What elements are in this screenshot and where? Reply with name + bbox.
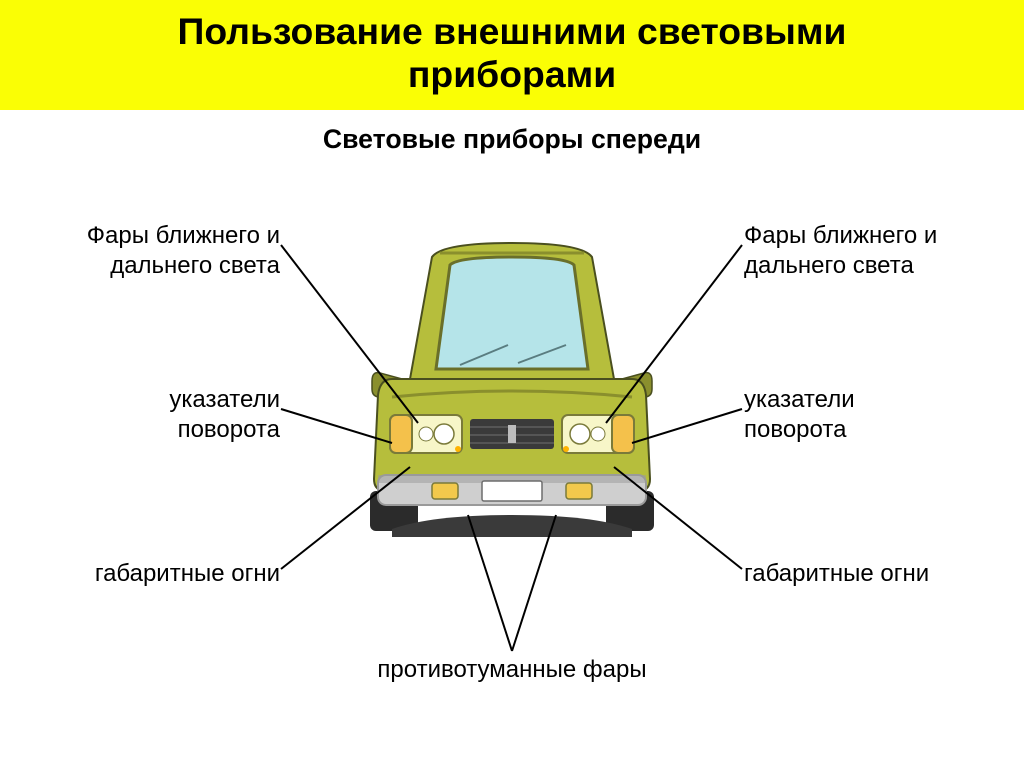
page: Пользование внешними световыми приборами… xyxy=(0,0,1024,767)
label-text: габаритные огни xyxy=(95,560,280,587)
label-marker-lights-left: габаритные огни xyxy=(20,559,280,589)
title-line-1: Пользование внешними световыми xyxy=(20,10,1004,53)
label-fog-lights: противотуманные фары xyxy=(0,655,1024,685)
label-headlights-left: Фары ближнего и дальнего света xyxy=(20,221,280,281)
label-text: указатели xyxy=(744,386,855,413)
label-text: поворота xyxy=(178,416,280,443)
label-text: дальнего света xyxy=(110,252,280,279)
label-text: противотуманные фары xyxy=(377,656,646,683)
label-turn-signal-right: указатели поворота xyxy=(744,385,936,445)
subtitle: Световые приборы спереди xyxy=(0,124,1024,155)
car-front-illustration xyxy=(332,229,692,549)
label-text: Фары ближнего и xyxy=(744,222,937,249)
label-text: габаритные огни xyxy=(744,560,929,587)
label-turn-signal-left: указатели поворота xyxy=(88,385,280,445)
title-bar: Пользование внешними световыми приборами xyxy=(0,0,1024,110)
label-text: Фары ближнего и xyxy=(87,222,280,249)
title-line-2: приборами xyxy=(20,53,1004,96)
label-text: поворота xyxy=(744,416,846,443)
label-headlights-right: Фары ближнего и дальнего света xyxy=(744,221,1004,281)
label-marker-lights-right: габаритные огни xyxy=(744,559,1004,589)
car-front-lights-diagram: Фары ближнего и дальнего света Фары ближ… xyxy=(0,159,1024,719)
label-text: указатели xyxy=(169,386,280,413)
label-text: дальнего света xyxy=(744,252,914,279)
